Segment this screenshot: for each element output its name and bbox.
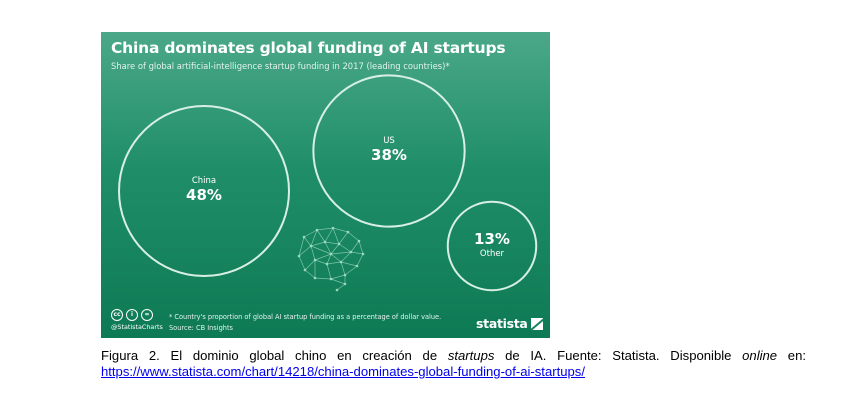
bubble-circle-other: [446, 200, 538, 292]
caption-prefix: Figura 2. El dominio global chino en cre…: [101, 348, 448, 363]
chart-source: Source: CB Insights: [169, 324, 233, 332]
source-link[interactable]: https://www.statista.com/chart/14218/chi…: [101, 364, 585, 379]
chart-title: China dominates global funding of AI sta…: [111, 39, 506, 57]
chart-footnote: * Country's proportion of global AI star…: [169, 313, 442, 321]
no-derivatives-icon: =: [141, 309, 153, 321]
bubble-value-other: 13%: [474, 230, 510, 248]
infographic-chart: China 48% US 38% Other 13% China dominates gl…: [101, 32, 550, 338]
caption-emphasis-online: online: [742, 348, 778, 363]
bubble-value-us: 38%: [371, 146, 407, 164]
caption-suffix: en:: [777, 348, 807, 363]
brand-text: statista: [476, 316, 528, 331]
caption-middle: de IA. Fuente: Statista. Disponible: [494, 348, 743, 363]
bubble-circle-china: [118, 105, 290, 277]
social-handle: @StatistaCharts: [111, 323, 163, 331]
attribution-icon: i: [126, 309, 138, 321]
statista-mark-icon: [530, 317, 543, 330]
license-icons: cc i =: [111, 309, 153, 321]
bubble-label-china: China: [192, 176, 216, 186]
chart-subtitle: Share of global artificial-intelligence …: [111, 61, 450, 71]
caption-emphasis-startups: startups: [447, 348, 495, 363]
bubble-label-us: US: [383, 136, 395, 146]
bubble-circle-us: [312, 74, 466, 228]
statista-logo: statista: [476, 316, 543, 331]
figure-caption: Figura 2. El dominio global chino en cre…: [101, 348, 806, 364]
bubble-label-other: Other: [480, 249, 505, 259]
creative-commons-icon: cc: [111, 309, 123, 321]
bubble-value-china: 48%: [186, 186, 222, 204]
brain-network-icon: [297, 226, 365, 292]
